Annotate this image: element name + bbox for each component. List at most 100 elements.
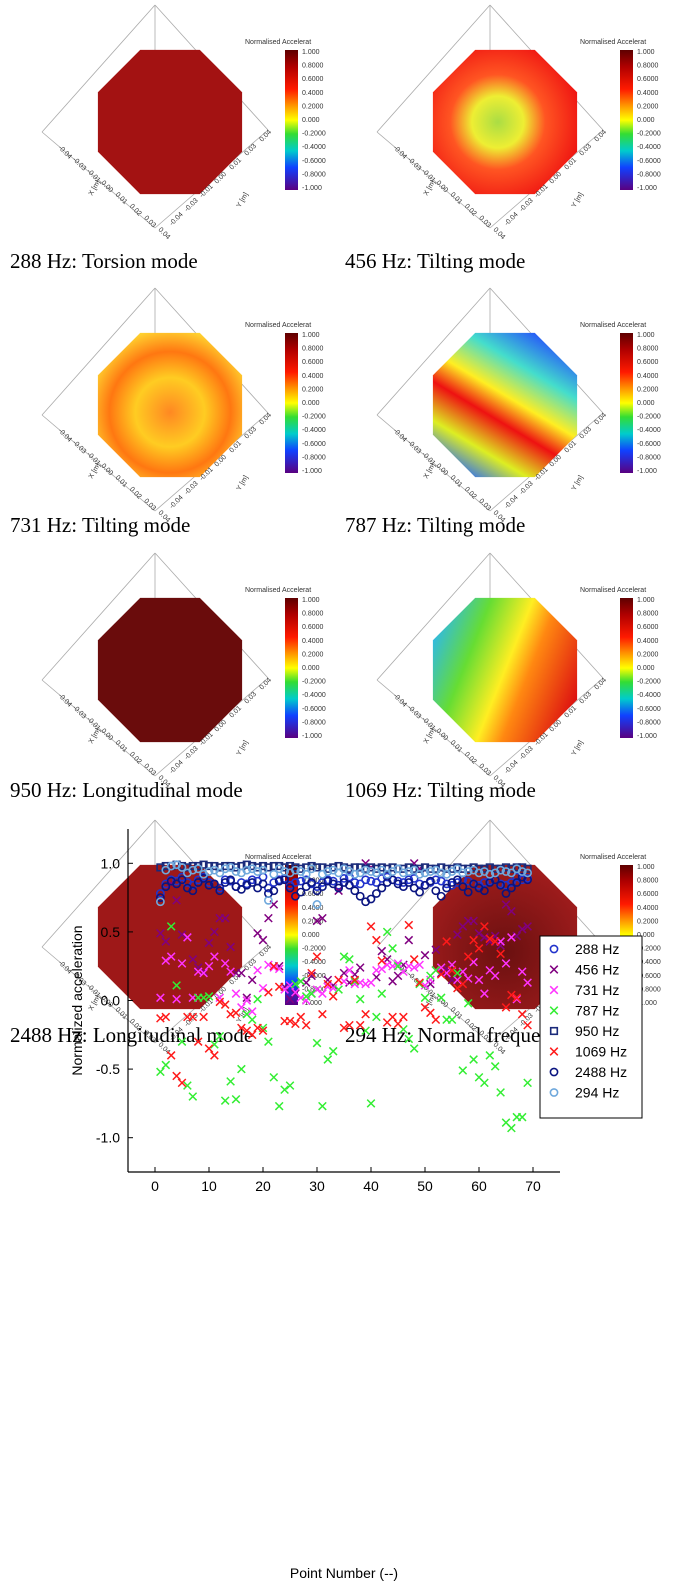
y-tick-label: 0.04	[258, 129, 273, 144]
colorbar	[620, 333, 633, 473]
colorbar	[620, 50, 633, 190]
colorbar-tick-label: 0.6000	[302, 76, 324, 83]
colorbar-title: Normalised Accelerat	[580, 587, 646, 594]
mode-panel: Normalised Accelerat1.0000.80000.60000.4…	[42, 553, 326, 789]
colorbar-tick-label: 0.6000	[637, 76, 659, 83]
colorbar-tick-label: 0.2000	[637, 918, 659, 925]
colorbar-tick-label: 0.2000	[637, 386, 659, 393]
x-tick-label: 0.03	[142, 215, 157, 230]
y-axis-label: Y [m]	[236, 474, 250, 492]
colorbar-tick-label: 0.4000	[637, 90, 659, 97]
point	[248, 976, 256, 984]
x-tick-label: -0.03	[406, 439, 422, 455]
x-tick-label: 60	[471, 1178, 487, 1194]
point	[221, 1097, 229, 1105]
legend-label: 787 Hz	[575, 1003, 619, 1019]
mode-panel: Normalised Accelerat1.0000.80000.60000.4…	[42, 5, 326, 241]
point	[162, 1061, 170, 1069]
point	[157, 1068, 165, 1076]
colorbar-tick-label: 0.000	[302, 932, 320, 939]
point	[518, 1113, 526, 1121]
colorbar-tick-label: -0.4000	[637, 144, 661, 151]
colorbar-tick-label: -0.2000	[637, 414, 661, 421]
colorbar-tick-label: -1.000	[637, 468, 657, 475]
x-axis-label: X [m]	[423, 462, 437, 480]
colorbar-tick-label: -1.000	[302, 733, 322, 740]
x-tick-label: 70	[525, 1178, 541, 1194]
y-tick-label: 0.04	[258, 944, 273, 959]
point	[167, 1052, 175, 1060]
x-tick-label: 0.03	[477, 763, 492, 778]
colorbar-tick-label: -0.8000	[637, 719, 661, 726]
colorbar-tick-label: 1.000	[302, 332, 320, 339]
colorbar-tick-label: 0.8000	[637, 611, 659, 618]
y-tick-label: 0.04	[258, 677, 273, 692]
y-axis-label: Y [m]	[571, 739, 585, 757]
colorbar-tick-label: 0.8000	[637, 346, 659, 353]
point	[324, 1056, 332, 1064]
point	[405, 936, 413, 944]
mode-panel: Normalised Accelerat1.0000.80000.60000.4…	[377, 553, 661, 789]
colorbar-tick-label: -1.000	[637, 733, 657, 740]
colorbar-tick-label: 0.8000	[302, 63, 324, 70]
point	[389, 1013, 397, 1021]
x-tick-label: 0.00	[99, 180, 114, 195]
y-tick-label: -0.04	[503, 759, 519, 775]
y-tick-label: -0.03	[183, 197, 199, 213]
colorbar-tick-label: 0.8000	[637, 878, 659, 885]
point	[232, 990, 240, 998]
colorbar-tick-label: 0.2000	[302, 651, 324, 658]
point	[275, 1102, 283, 1110]
colorbar-tick-label: 0.4000	[302, 638, 324, 645]
x-tick-label: -0.03	[406, 156, 422, 172]
x-tick-label: -0.03	[406, 704, 422, 720]
colorbar-title: Normalised Accelerat	[245, 322, 311, 329]
x-tick-label: 0.04	[157, 226, 172, 241]
point	[378, 947, 386, 955]
point	[254, 929, 262, 937]
colorbar-tick-label: 0.8000	[637, 63, 659, 70]
colorbar-tick-label: -1.000	[302, 185, 322, 192]
colorbar-tick-label: 0.000	[302, 400, 320, 407]
point	[400, 1013, 408, 1021]
x-tick-label: 0.03	[142, 498, 157, 513]
y-tick-label: 0.04	[593, 677, 608, 692]
colorbar	[620, 598, 633, 738]
point	[421, 951, 429, 959]
point	[378, 957, 386, 965]
point	[362, 1010, 370, 1018]
colorbar-tick-label: 0.6000	[637, 891, 659, 898]
point	[481, 1079, 489, 1087]
point	[405, 962, 413, 970]
point	[373, 1013, 381, 1021]
x-tick-label: 0.03	[477, 498, 492, 513]
colorbar-tick-label: -0.2000	[302, 414, 326, 421]
point	[367, 979, 375, 987]
colorbar-tick-label: -1.000	[637, 185, 657, 192]
point	[518, 1010, 526, 1018]
x-tick-label: 0.00	[99, 463, 114, 478]
colorbar-tick-label: -0.8000	[302, 719, 326, 726]
colorbar-tick-label: -0.4000	[302, 692, 326, 699]
x-tick-label: -0.04	[392, 427, 408, 443]
y-tick-label: -0.03	[518, 745, 534, 761]
point	[329, 1047, 337, 1055]
colorbar-title: Normalised Accelerat	[580, 854, 646, 861]
colorbar-tick-label: -0.6000	[302, 706, 326, 713]
y-tick-label: -0.04	[503, 211, 519, 227]
colorbar-tick-label: 0.4000	[637, 373, 659, 380]
panel-caption: 1069 Hz: Tilting mode	[345, 778, 536, 802]
x-axis-label: X [m]	[88, 179, 102, 197]
colorbar-tick-label: 1.000	[637, 332, 655, 339]
panel-caption: 294 Hz: Normal frequency	[345, 1023, 571, 1047]
point	[383, 961, 391, 969]
point	[486, 1052, 494, 1060]
x-tick-label: 0.00	[434, 728, 449, 743]
colorbar-tick-label: -0.6000	[302, 158, 326, 165]
point	[356, 964, 364, 972]
colorbar-tick-label: -0.2000	[302, 946, 326, 953]
y-tick-label: -1.0	[96, 1130, 120, 1146]
point	[427, 980, 435, 988]
point	[265, 914, 273, 922]
y-tick-label: 0.5	[101, 924, 121, 940]
